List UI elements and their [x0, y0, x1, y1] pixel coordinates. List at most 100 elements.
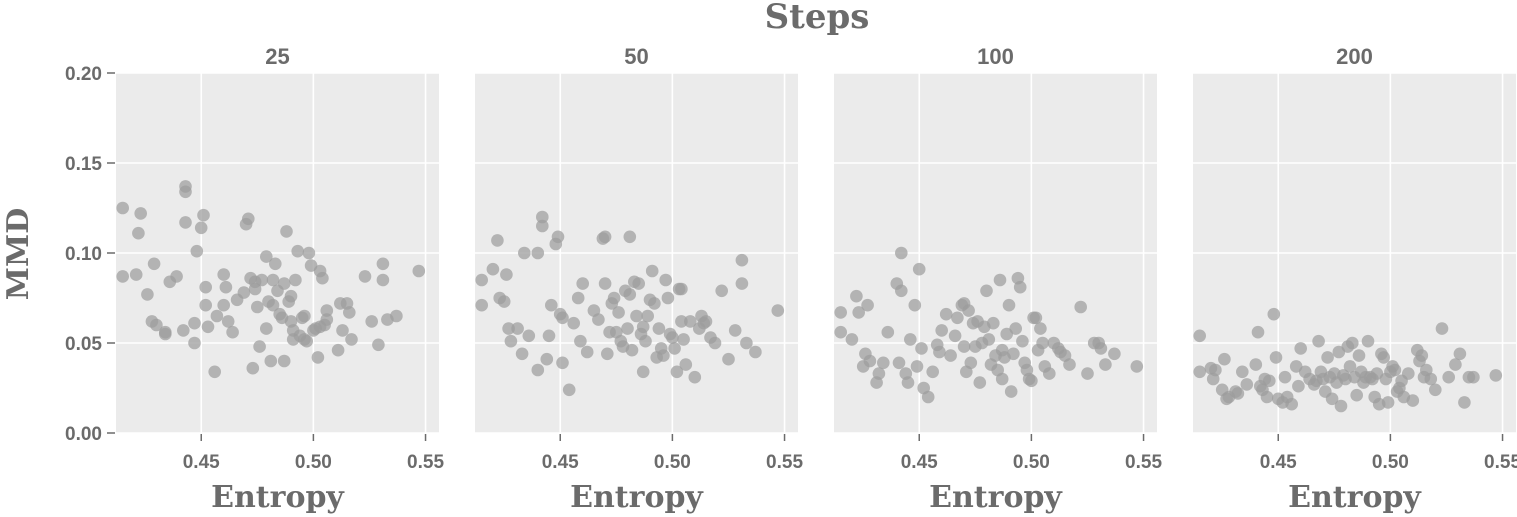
scatter-point [504, 334, 518, 348]
scatter-point [242, 212, 255, 226]
scatter-point [1435, 322, 1449, 335]
scatter-point [571, 291, 585, 305]
scatter-point [735, 253, 749, 267]
point-layer [475, 210, 785, 397]
scatter-point [892, 356, 906, 370]
x-tick-label: 0.45 [1260, 452, 1297, 473]
scatter-point [670, 365, 684, 379]
scatter-point [336, 324, 349, 337]
point-layer [116, 180, 426, 379]
scatter-point [255, 273, 269, 287]
x-axis-label: Entropy [570, 480, 704, 515]
scatter-point [1415, 349, 1429, 362]
scatter-point [531, 246, 545, 260]
scatter-point [679, 358, 693, 371]
scatter-point [677, 333, 690, 346]
x-tick-label: 0.50 [654, 452, 691, 473]
scatter-point [625, 343, 639, 357]
facet-title: 100 [977, 44, 1014, 69]
scatter-point [194, 221, 208, 235]
scatter-point [197, 208, 210, 222]
scatter-point [872, 367, 886, 380]
scatter-point [1352, 349, 1366, 362]
scatter-point [1260, 390, 1274, 404]
scatter-point [1063, 358, 1076, 371]
scatter-point [246, 361, 260, 375]
point-layer [1193, 307, 1503, 413]
scatter-point [219, 280, 233, 294]
scatter-point [771, 304, 785, 317]
y-tick-label: 0.05 [65, 334, 102, 355]
scatter-point [320, 313, 334, 326]
scatter-point [648, 297, 661, 310]
scatter-point [129, 268, 143, 281]
scatter-point [904, 333, 917, 346]
scatter-point [574, 334, 587, 348]
scatter-point [1458, 396, 1471, 409]
scatter-point [491, 234, 504, 247]
x-tick-label: 0.55 [1484, 452, 1517, 473]
scatter-point [995, 372, 1009, 386]
scatter-point [253, 340, 266, 353]
scatter-point [545, 298, 558, 312]
scatter-point [536, 210, 549, 224]
scatter-point [659, 273, 672, 287]
scatter-point [556, 311, 569, 325]
scatter-point [188, 316, 201, 330]
scatter-point [1292, 379, 1305, 393]
y-tick-label: 0.10 [65, 244, 102, 265]
x-tick-label: 0.55 [766, 452, 803, 473]
scatter-point [266, 273, 280, 287]
scatter-point [601, 347, 614, 361]
scatter-point [298, 309, 311, 323]
x-tick-label: 0.45 [183, 452, 220, 473]
scatter-point [657, 349, 670, 362]
scatter-point [901, 376, 915, 389]
scatter-point [497, 295, 511, 308]
scatter-point [237, 286, 251, 299]
scatter-point [1343, 360, 1357, 373]
x-tick-label: 0.45 [542, 452, 579, 473]
scatter-point [266, 298, 280, 312]
scatter-point [116, 270, 129, 283]
x-tick-label: 0.50 [1372, 452, 1409, 473]
scatter-point [475, 298, 489, 312]
x-axis-label: Entropy [1288, 480, 1422, 515]
scatter-point [260, 322, 273, 335]
scatter-point [289, 273, 302, 287]
scatter-point [973, 376, 987, 389]
x-tick-label: 0.55 [1125, 452, 1162, 473]
scatter-point [1294, 342, 1307, 355]
scatter-point [179, 216, 192, 229]
scatter-point [199, 280, 212, 294]
scatter-point [877, 356, 890, 370]
scatter-point [250, 300, 264, 314]
scatter-point [147, 257, 161, 271]
scatter-point [1094, 342, 1108, 355]
scatter-point [1036, 336, 1049, 350]
scatter-point [598, 277, 612, 290]
scatter-point [1406, 394, 1420, 407]
scatter-point [1334, 399, 1348, 413]
scatter-point [515, 347, 529, 361]
scatter-point [863, 354, 877, 368]
scatter-point [412, 264, 426, 278]
scatter-point [150, 318, 163, 332]
scatter-point [933, 345, 946, 359]
scatter-point [1429, 383, 1442, 397]
scatter-point [749, 345, 762, 359]
scatter-point [1263, 374, 1276, 388]
scatter-point [1209, 363, 1222, 377]
scatter-point [1130, 360, 1144, 373]
scatter-point [944, 349, 957, 362]
scatter-point [551, 230, 565, 244]
scatter-point [1267, 307, 1281, 321]
scatter-point [661, 291, 675, 305]
scatter-point [630, 309, 643, 323]
scatter-point [316, 271, 329, 285]
scatter-point [592, 313, 605, 326]
scatter-point [684, 315, 697, 328]
scatter-point [300, 334, 314, 348]
scatter-point [556, 356, 569, 370]
